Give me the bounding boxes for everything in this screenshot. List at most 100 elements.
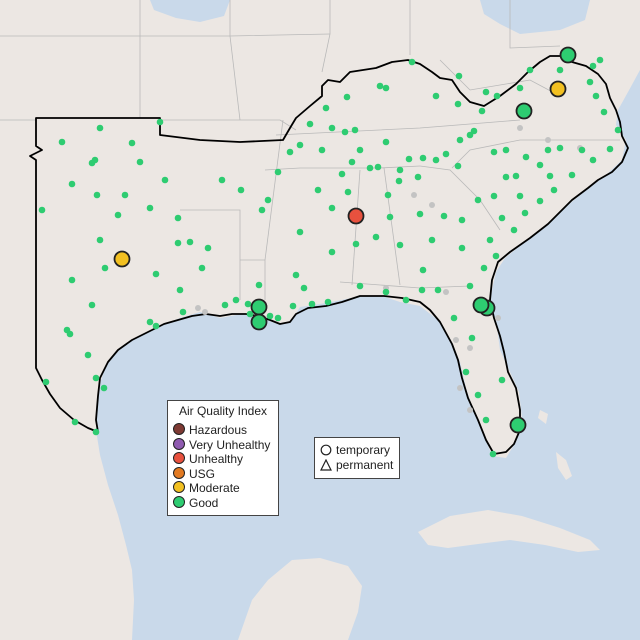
site-good-small <box>522 153 530 161</box>
site-good-small <box>489 450 497 458</box>
site-good-small <box>578 146 586 154</box>
site-good-small <box>376 82 384 90</box>
site-good-small <box>204 244 212 252</box>
site-good-small <box>93 191 101 199</box>
legend-label: Very Unhealthy <box>189 437 271 452</box>
site-good-small <box>274 168 282 176</box>
site-good-small <box>586 78 594 86</box>
legend-label: permanent <box>336 458 394 472</box>
site-moderate <box>113 250 131 268</box>
site-good-small <box>255 281 263 289</box>
bahamas <box>556 452 572 480</box>
site-moderate <box>549 80 567 98</box>
site-good-small <box>544 146 552 154</box>
site-good-small <box>221 301 229 309</box>
site-good-small <box>343 93 351 101</box>
site-good-small <box>526 66 534 74</box>
site-good-small <box>486 236 494 244</box>
legend-label: Unhealthy <box>189 452 244 466</box>
site-good-small <box>405 155 413 163</box>
site-good-small <box>84 351 92 359</box>
site-good-small <box>462 368 470 376</box>
site-good <box>250 313 268 331</box>
site-good-small <box>498 214 506 222</box>
site-good-small <box>92 374 100 382</box>
site-good-small <box>402 296 410 304</box>
site-good-small <box>450 314 458 322</box>
legend-item-permanent: permanent <box>320 458 393 472</box>
site-good-small <box>502 173 510 181</box>
site-good-small <box>314 186 322 194</box>
site-good-small <box>466 282 474 290</box>
legend-item-temporary: temporary <box>320 443 390 457</box>
site-good-small <box>493 92 501 100</box>
site-good-small <box>328 248 336 256</box>
site-good-small <box>536 161 544 169</box>
site-good-small <box>300 284 308 292</box>
site-good-small <box>179 308 187 316</box>
site-good-small <box>492 252 500 260</box>
site-good-small <box>101 264 109 272</box>
site-good-small <box>328 124 336 132</box>
site-good-small <box>42 378 50 386</box>
lake <box>150 0 230 22</box>
site-good-small <box>152 270 160 278</box>
site-good-small <box>68 180 76 188</box>
site-good-small <box>176 286 184 294</box>
site-good-small <box>470 127 478 135</box>
site-good-small <box>286 148 294 156</box>
site-good-small <box>536 197 544 205</box>
legend-label: USG <box>189 466 216 481</box>
region-outline <box>29 55 629 455</box>
legend-item-usg: USG <box>173 466 216 481</box>
site-good-small <box>606 145 614 153</box>
site-good-small <box>161 176 169 184</box>
site-good-small <box>88 301 96 309</box>
site-good-small <box>521 209 529 217</box>
site-good-small <box>482 416 490 424</box>
site-good-small <box>474 391 482 399</box>
legend-swatch <box>173 495 185 508</box>
yucatan <box>238 558 362 640</box>
site-good-small <box>322 104 330 112</box>
site-good-small <box>490 148 498 156</box>
legend-item-good: Good <box>173 495 218 510</box>
site-good-small <box>308 300 316 308</box>
site-good-small <box>152 322 160 330</box>
site-good-small <box>96 236 104 244</box>
legend-item-hazardous: Hazardous <box>173 423 247 437</box>
legend-label: temporary <box>336 443 391 457</box>
site-good-small <box>146 204 154 212</box>
site-good-small <box>374 163 382 171</box>
site-good-small <box>416 210 424 218</box>
site-good-small <box>454 100 462 108</box>
site-good-small <box>568 171 576 179</box>
cuba <box>418 510 600 552</box>
site-good-small <box>274 314 282 322</box>
site-good-small <box>289 302 297 310</box>
site-good-small <box>266 312 274 320</box>
site-good-small <box>516 192 524 200</box>
site-good-small <box>366 164 374 172</box>
site-good-small <box>414 173 422 181</box>
site-good-small <box>382 138 390 146</box>
site-good-small <box>352 240 360 248</box>
site-good-small <box>442 150 450 158</box>
site-good-small <box>468 334 476 342</box>
good-sites <box>38 56 622 458</box>
site-good-small <box>92 428 100 436</box>
site-good-small <box>600 108 608 116</box>
legend-swatch <box>173 437 185 450</box>
site-good-small <box>490 192 498 200</box>
site-good-small <box>440 212 448 220</box>
site-type-legend: temporary permanent <box>314 437 400 479</box>
site-good-small <box>341 128 349 136</box>
site-good-small <box>351 126 359 134</box>
site-good-small <box>186 238 194 246</box>
site-good-small <box>136 158 144 166</box>
site-good-small <box>306 120 314 128</box>
site-good-small <box>198 264 206 272</box>
site-good-small <box>58 138 66 146</box>
site-good-small <box>318 146 326 154</box>
site-good-small <box>596 56 604 64</box>
